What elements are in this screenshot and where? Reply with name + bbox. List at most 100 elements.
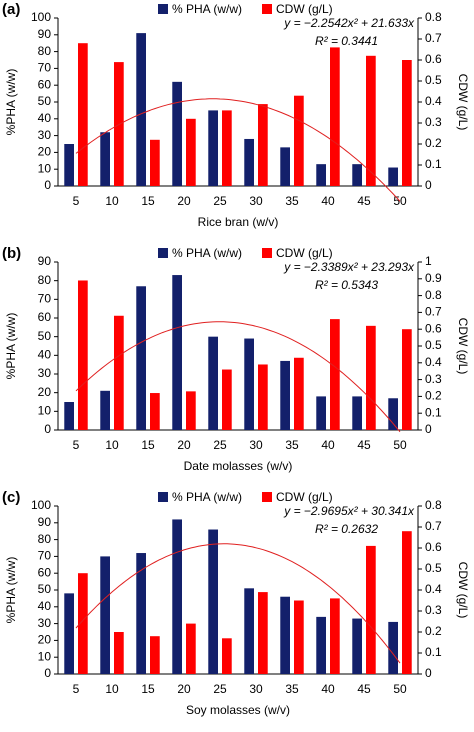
legend-swatch [262,248,272,258]
x-tick-label: 5 [73,194,80,208]
y2-tick-label: 0 [425,666,432,680]
bar [388,167,398,186]
y2-tick-label: 0.1 [425,405,442,419]
y2-tick-label: 0 [425,422,432,436]
trendline [75,321,401,433]
bar [172,81,182,186]
y-tick-label: 20 [38,385,52,399]
x-tick-label: 10 [105,194,119,208]
bar [258,364,268,430]
y2-tick-label: 0.5 [425,338,442,352]
y2-axis-title: CDW (g/L) [456,562,470,619]
y-tick-label: 10 [38,161,52,175]
y-tick-label: 60 [38,77,52,91]
y-tick-label: 70 [38,549,52,563]
y-tick-label: 30 [38,128,52,142]
y-axis-title: %PHA (w/w) [4,557,18,624]
x-axis-title: Rice bran (w/v) [198,215,279,229]
legend-swatch [262,4,272,14]
y2-tick-label: 0.2 [425,136,442,150]
bar [258,104,268,186]
y-tick-label: 80 [38,273,52,287]
y-tick-label: 30 [38,616,52,630]
y2-tick-label: 0.6 [425,321,442,335]
trendline [75,543,401,664]
panel-label: (a) [2,1,20,18]
bar [208,529,218,674]
bar [352,164,362,186]
bar [78,280,88,430]
x-tick-label: 45 [357,438,371,452]
bar [64,593,74,674]
legend-swatch [262,492,272,502]
bar [330,47,340,187]
bar [388,398,398,430]
bar [402,531,412,674]
y2-tick-label: 0 [425,178,432,192]
bar [280,360,290,430]
x-tick-label: 40 [321,438,335,452]
y2-tick-label: 0.4 [425,355,442,369]
y2-tick-label: 0.3 [425,603,442,617]
bar [172,275,182,430]
bar [64,402,74,430]
bar [136,33,146,187]
panel-label: (c) [2,489,20,506]
y-tick-label: 40 [38,111,52,125]
bar [366,55,376,186]
x-tick-label: 45 [357,194,371,208]
bar [222,110,232,186]
y2-tick-label: 0.8 [425,498,442,512]
y-axis-title: %PHA (w/w) [4,69,18,136]
y2-tick-label: 0.7 [425,519,442,533]
bar [186,391,196,430]
x-tick-label: 25 [213,194,227,208]
bar [186,623,196,674]
y-axis-title: %PHA (w/w) [4,313,18,380]
y-tick-label: 70 [38,61,52,75]
x-tick-label: 15 [141,194,155,208]
bar [316,164,326,186]
bar [352,396,362,430]
bar [114,632,124,674]
bar [172,519,182,674]
x-tick-label: 45 [357,682,371,696]
y2-tick-label: 0.8 [425,10,442,24]
y2-tick-label: 0.2 [425,389,442,403]
y-tick-label: 80 [38,532,52,546]
bar [244,338,254,430]
legend-swatch [158,492,168,502]
x-tick-label: 50 [393,682,407,696]
x-tick-label: 15 [141,438,155,452]
trend-r2: R² = 0.2632 [315,522,378,536]
y-tick-label: 10 [38,404,52,418]
y-tick-label: 100 [31,498,51,512]
bar [244,138,254,186]
x-tick-label: 50 [393,438,407,452]
legend-label: % PHA (w/w) [172,246,242,260]
x-tick-label: 35 [285,682,299,696]
bar [352,618,362,674]
x-tick-label: 5 [73,438,80,452]
y-tick-label: 0 [44,178,51,192]
y2-tick-label: 0.6 [425,540,442,554]
legend-label: CDW (g/L) [276,490,333,504]
bar [280,596,290,674]
x-tick-label: 20 [177,682,191,696]
y2-tick-label: 0.3 [425,372,442,386]
panel-label: (b) [2,245,21,262]
legend-swatch [158,248,168,258]
bar [136,553,146,674]
trend-r2: R² = 0.3441 [315,34,378,48]
y2-tick-label: 0.4 [425,94,442,108]
bar [402,60,412,186]
y-tick-label: 40 [38,599,52,613]
y-tick-label: 50 [38,329,52,343]
bar [150,636,160,674]
bar [402,329,412,430]
x-axis-title: Date molasses (w/v) [184,459,293,473]
y-tick-label: 90 [38,515,52,529]
x-tick-label: 30 [249,194,263,208]
legend-label: % PHA (w/w) [172,2,242,16]
y-tick-label: 30 [38,366,52,380]
